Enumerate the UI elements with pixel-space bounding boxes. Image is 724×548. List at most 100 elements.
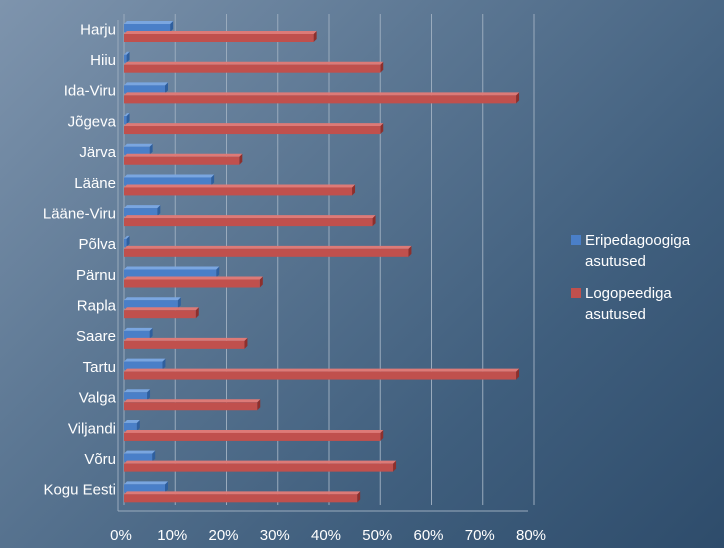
bar-logopeed <box>124 402 258 411</box>
x-tick-label: 0% <box>110 527 132 544</box>
bar-depth <box>126 235 130 247</box>
bar-eripedagoog <box>124 146 150 155</box>
bar-logopeed <box>124 310 196 319</box>
bar-eripedagoog <box>124 453 153 462</box>
bar-eripedagoog <box>124 422 137 431</box>
bar-eripedagoog <box>124 484 165 493</box>
bar-depth <box>170 21 174 32</box>
bar-logopeed <box>124 187 353 196</box>
x-tick-labels: 0% 10% 20% 30% 40% 50% 60% 70% 80% <box>110 527 546 544</box>
bar-top <box>124 276 263 280</box>
bar-logopeed <box>124 218 373 227</box>
bar-depth <box>516 92 520 104</box>
bar-depth <box>157 205 161 217</box>
bar-depth <box>136 419 140 431</box>
bar-depth <box>259 276 263 288</box>
bar-depth <box>393 460 397 472</box>
bar-top <box>124 245 412 249</box>
bar-top <box>124 61 384 65</box>
category-label: Järva <box>79 144 116 161</box>
bar-top <box>124 113 130 117</box>
bar-depth <box>357 491 361 503</box>
bar-top <box>124 143 153 147</box>
bar-logopeed <box>124 126 381 135</box>
bar-depth <box>216 266 220 278</box>
x-tick-label: 40% <box>311 527 341 544</box>
bar-top <box>124 419 140 423</box>
bar-logopeed <box>124 494 358 503</box>
bar-top <box>124 368 520 372</box>
bar-top <box>124 460 397 464</box>
bar-top <box>124 327 153 331</box>
category-label: Harju <box>80 21 116 38</box>
legend-item-series-2: Logopeediga asutused <box>571 283 724 325</box>
bar-eripedagoog <box>124 361 163 370</box>
bar-depth <box>408 245 412 257</box>
bar-depth <box>195 307 199 319</box>
category-label: Ida-Viru <box>64 83 116 100</box>
x-tick-label: 50% <box>362 527 392 544</box>
bar-depth <box>149 143 153 155</box>
bar-eripedagoog <box>124 85 165 94</box>
bar-logopeed <box>124 156 240 165</box>
x-tick-label: 20% <box>208 527 238 544</box>
bar-depth <box>372 215 376 227</box>
bar-logopeed <box>124 371 517 380</box>
bar-eripedagoog <box>124 208 158 217</box>
bar-top <box>124 21 174 24</box>
bar-depth <box>516 368 520 380</box>
bar-eripedagoog <box>124 24 171 32</box>
bar-top <box>124 215 376 219</box>
bar-top <box>124 399 261 403</box>
category-labels: Harju Hiiu Ida-Viru Jõgeva Järva Lääne Lääne-V… <box>43 21 117 498</box>
legend: Eripedagoogiga asutused Logopeediga asut… <box>571 230 724 336</box>
bar-top <box>124 389 151 393</box>
bar-logopeed <box>124 64 381 73</box>
x-tick-label: 60% <box>413 527 443 544</box>
x-tick-label: 80% <box>516 527 546 544</box>
bar-depth <box>152 450 156 462</box>
bar-top <box>124 153 243 157</box>
bar-top <box>124 51 130 55</box>
bar-top <box>124 174 215 178</box>
bar-eripedagoog <box>124 330 150 339</box>
x-tick-label: 10% <box>157 527 187 544</box>
bar-depth <box>162 358 166 370</box>
bar-depth <box>380 61 384 73</box>
bar-depth <box>352 184 356 196</box>
bar-eripedagoog <box>124 177 212 186</box>
category-label: Lääne <box>74 175 116 192</box>
category-label: Lääne-Viru <box>43 205 116 222</box>
bar-top <box>124 235 130 239</box>
bar-depth <box>177 297 181 309</box>
bar-top <box>124 184 356 188</box>
bar-top <box>124 481 168 485</box>
bar-eripedagoog <box>124 269 217 278</box>
legend-label-series-2: Logopeediga asutused <box>585 285 672 323</box>
bar-depth <box>211 174 215 186</box>
bar-depth <box>239 153 243 165</box>
bar-depth <box>313 31 317 42</box>
category-label: Pärnu <box>76 267 116 284</box>
category-label: Valga <box>79 390 117 407</box>
bar-depth <box>165 481 168 493</box>
bar-top <box>124 337 248 341</box>
legend-swatch-series-2 <box>571 288 581 298</box>
category-label: Põlva <box>78 236 116 253</box>
legend-item-series-1: Eripedagoogiga asutused <box>571 230 724 272</box>
bar-top <box>124 358 166 362</box>
category-label: Saare <box>76 328 116 345</box>
bar-logopeed <box>124 95 517 104</box>
bar-depth <box>126 51 130 63</box>
bar-top <box>124 297 181 301</box>
category-label: Võru <box>84 451 116 468</box>
bar-top <box>124 450 156 454</box>
category-label: Viljandi <box>68 420 116 437</box>
bar-eripedagoog <box>124 116 127 125</box>
legend-swatch-series-1 <box>571 235 581 245</box>
legend-label-series-1: Eripedagoogiga asutused <box>585 232 691 270</box>
bar-logopeed <box>124 34 314 42</box>
category-label: Rapla <box>77 298 117 315</box>
bar-eripedagoog <box>124 54 127 63</box>
